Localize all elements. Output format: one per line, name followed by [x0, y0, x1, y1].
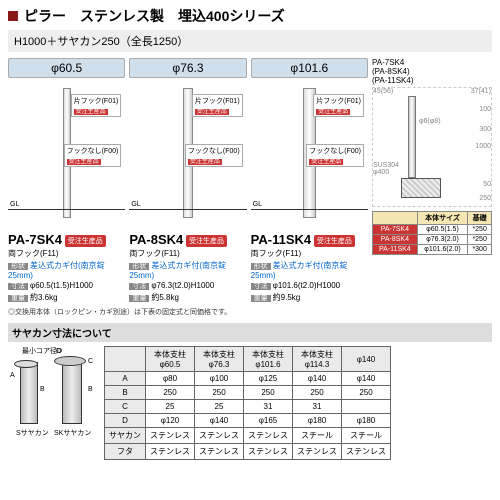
sleeve-title: サヤカン寸法について — [8, 323, 492, 342]
col-0: φ60.5 片フック(F01)受注生産品 フックなし(F00)受注生産品 GL … — [8, 58, 125, 303]
sleeve-figure: 最小コア径D A B Sサヤカン C B D SKサヤカン — [8, 346, 98, 456]
dimension-drawing: 45(56) 37(41) 100 300 φ6(φ8) 1000 SUS304… — [372, 87, 492, 207]
sleeve-table: 本体支柱 φ60.5 本体支柱 φ76.3 本体支柱 φ101.6 本体支柱 φ… — [104, 346, 391, 460]
hook-both-0: 両フック(F11) — [8, 249, 59, 258]
col-1: φ76.3 片フック(F01)受注生産品 フックなし(F00)受注生産品 GL … — [129, 58, 246, 303]
dia-0: φ60.5 — [8, 58, 125, 78]
dia-1: φ76.3 — [129, 58, 246, 78]
sk-sleeve-label: SKサヤカン — [54, 428, 91, 438]
hook-none-0: フックなし(F00) — [67, 148, 119, 155]
s-sleeve-label: Sサヤカン — [16, 428, 49, 438]
model-2: PA-11SK4 — [251, 232, 311, 247]
right-models: PA-7SK4 (PA-8SK4) (PA-11SK4) — [372, 58, 492, 85]
gl-0: GL — [10, 201, 19, 208]
model-0: PA-7SK4 — [8, 232, 62, 247]
page-title: ピラー ステンレス製 埋込400シリーズ — [24, 6, 285, 26]
square-icon — [8, 11, 18, 21]
product-columns: φ60.5 片フック(F01)受注生産品 フックなし(F00)受注生産品 GL … — [8, 58, 368, 303]
right-panel: PA-7SK4 (PA-8SK4) (PA-11SK4) 45(56) 37(4… — [372, 58, 492, 317]
hook-one-0: 片フック(F01) — [74, 98, 119, 105]
badge-0c: 受注生産品 — [65, 235, 106, 247]
model-1: PA-8SK4 — [129, 232, 183, 247]
badge-0b: 受注生産品 — [67, 159, 101, 165]
badge-0a: 受注生産品 — [74, 109, 108, 115]
footnote: ◎交換用本体（ロックピン・カギ別途）は下表の固定式と同価格です。 — [8, 307, 368, 317]
subtitle: H1000＋サヤカン250（全長1250） — [8, 30, 492, 52]
title-bar: ピラー ステンレス製 埋込400シリーズ — [8, 6, 492, 26]
dim-0: φ60.5(t1.5)H1000 — [30, 281, 93, 290]
weight-0: 約3.6kg — [30, 293, 58, 302]
col-2: φ101.6 片フック(F01)受注生産品 フックなし(F00)受注生産品 GL… — [251, 58, 368, 303]
bottom-section: サヤカン寸法について 最小コア径D A B Sサヤカン C B D SKサヤ — [8, 323, 492, 460]
mini-table: 本体サイズ基礎 PA-7SK4φ60.5(1.5)*250 PA-8SK4φ76… — [372, 211, 492, 255]
dia-2: φ101.6 — [251, 58, 368, 78]
